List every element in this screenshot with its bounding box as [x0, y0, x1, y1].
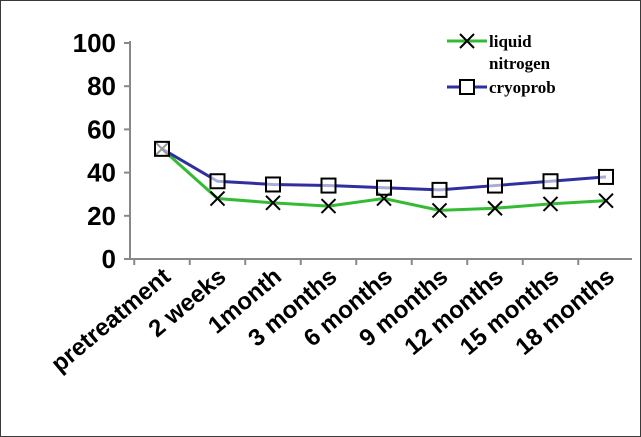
- y-ticks: 0 20 40 60 80 100: [73, 28, 130, 274]
- data-point-liquid-nitrogen: [542, 196, 559, 212]
- data-point-cryoprob: [320, 177, 337, 194]
- y-tick-label: 20: [87, 201, 116, 231]
- data-point-cryoprob: [209, 173, 226, 190]
- legend-label-nitrogen: nitrogen: [489, 54, 551, 73]
- data-point-liquid-nitrogen: [598, 192, 614, 209]
- series-line-liquid-nitrogen: [160, 147, 607, 212]
- y-tick-label: 100: [73, 28, 116, 58]
- y-tick-label: 40: [87, 158, 116, 188]
- data-point-cryoprob: [598, 168, 614, 185]
- legend-label-cryoprob: cryoprob: [489, 78, 556, 97]
- data-point-cryoprob: [265, 176, 281, 193]
- data-point-cryoprob: [431, 181, 448, 198]
- data-point-liquid-nitrogen: [487, 200, 503, 216]
- legend-square-marker-icon: [459, 79, 475, 95]
- legend-label-liquid: liquid: [489, 32, 532, 51]
- data-point-liquid-nitrogen: [320, 198, 337, 214]
- data-point-liquid-nitrogen: [209, 190, 226, 207]
- y-tick-label: 0: [102, 244, 116, 274]
- data-point-cryoprob: [154, 140, 170, 157]
- data-point-liquid-nitrogen: [431, 202, 448, 219]
- data-point-cryoprob: [542, 173, 559, 190]
- legend: liquid nitrogen cryoprob: [447, 32, 556, 97]
- y-tick-label: 60: [87, 114, 116, 144]
- data-point-cryoprob: [376, 179, 392, 196]
- y-tick-label: 80: [87, 71, 116, 101]
- series-layer: [154, 140, 614, 219]
- legend-x-marker-icon: [459, 33, 475, 49]
- y-axis-group: 0 20 40 60 80 100: [73, 28, 131, 274]
- data-point-cryoprob: [487, 177, 503, 194]
- data-point-liquid-nitrogen: [265, 195, 281, 211]
